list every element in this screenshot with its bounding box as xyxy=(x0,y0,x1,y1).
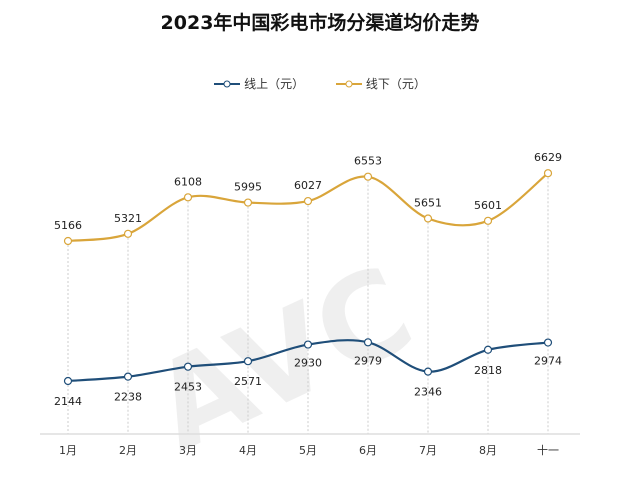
data-point xyxy=(423,214,433,223)
chart-title: 2023年中国彩电市场分渠道均价走势 xyxy=(160,12,480,34)
data-label: 6108 xyxy=(174,175,202,188)
legend-marker-offline xyxy=(335,80,362,87)
data-point xyxy=(243,198,253,207)
data-label: 5166 xyxy=(54,219,82,232)
data-point xyxy=(543,169,553,178)
data-label: 5601 xyxy=(474,199,502,212)
data-label: 2144 xyxy=(54,395,82,408)
data-label: 2930 xyxy=(294,357,322,370)
x-tick-label: 6月 xyxy=(359,444,377,457)
data-label: 6629 xyxy=(534,151,562,164)
data-label: 2571 xyxy=(234,375,262,388)
data-point xyxy=(423,367,433,376)
x-tick-label: 1月 xyxy=(59,444,77,457)
legend-item-offline: 线下（元） xyxy=(335,75,426,92)
data-label: 6027 xyxy=(294,179,322,192)
data-point xyxy=(63,236,73,246)
data-label: 5651 xyxy=(414,197,442,210)
data-label: 2346 xyxy=(414,386,442,399)
data-point xyxy=(63,376,73,386)
data-point xyxy=(303,196,313,206)
data-point xyxy=(483,216,493,225)
x-tick-label: 5月 xyxy=(299,444,317,457)
data-point xyxy=(363,338,373,347)
x-tick-label: 2月 xyxy=(119,444,137,457)
legend-label-offline: 线下（元） xyxy=(365,77,426,91)
x-tick-label: 3月 xyxy=(179,444,197,457)
x-tick-label: 4月 xyxy=(239,444,257,457)
data-point xyxy=(243,357,253,366)
data-point xyxy=(123,229,133,238)
legend-marker-online xyxy=(214,80,241,87)
data-point xyxy=(483,345,493,354)
data-label: 2974 xyxy=(534,355,562,368)
data-label: 2818 xyxy=(474,364,502,377)
legend-label-online: 线上（元） xyxy=(244,77,305,91)
data-point xyxy=(123,372,133,381)
data-label: 5321 xyxy=(114,212,142,225)
data-label: 2453 xyxy=(174,381,202,394)
data-point xyxy=(303,340,313,349)
x-tick-label: 十一 xyxy=(537,443,559,457)
legend-item-online: 线上（元） xyxy=(214,75,304,92)
data-label: 5995 xyxy=(234,181,262,194)
legend: 线上（元） 线下（元） xyxy=(0,75,640,92)
data-label: 6553 xyxy=(354,155,382,168)
x-tick-label: 7月 xyxy=(419,444,437,457)
data-label: 2979 xyxy=(354,354,382,367)
data-point xyxy=(183,193,193,202)
data-point xyxy=(543,338,553,347)
data-label: 2238 xyxy=(114,391,142,404)
data-point xyxy=(363,172,373,181)
x-tick-label: 8月 xyxy=(479,444,497,457)
data-point xyxy=(183,362,193,371)
